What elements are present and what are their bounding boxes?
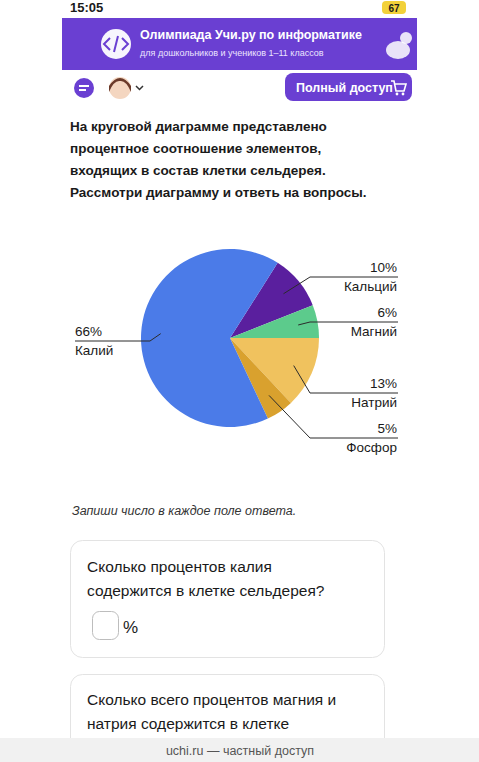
- question-text: натрия содержится в клетке: [87, 715, 289, 732]
- data-label: 13%: [370, 376, 397, 391]
- pie-slice: [141, 249, 278, 427]
- data-label: 66%: [75, 324, 102, 339]
- status-time: 15:05: [70, 0, 103, 15]
- banner[interactable]: [62, 18, 417, 70]
- leader-line: [269, 395, 398, 438]
- category-label: Натрий: [351, 395, 397, 410]
- task-text: На круговой диаграмме представлено: [70, 119, 327, 134]
- question-card: [71, 541, 385, 658]
- battery-level: 67: [388, 3, 400, 14]
- pie: [141, 249, 319, 427]
- avatar-chevron: [136, 86, 143, 90]
- cart-icon: [402, 93, 405, 96]
- category-label: Кальций: [344, 279, 397, 294]
- avatar-hair: [109, 78, 131, 92]
- answer-input[interactable]: [93, 612, 119, 640]
- cart-icon: [396, 93, 399, 96]
- banner-title: Олимпиада Учи.ру по информатике: [140, 28, 362, 42]
- instruction: Запиши число в каждое поле ответа.: [72, 504, 296, 518]
- data-label: 10%: [370, 260, 397, 275]
- question-text: Сколько всего процентов магния и: [87, 691, 336, 708]
- chat-icon[interactable]: [74, 78, 94, 98]
- avatar[interactable]: [109, 77, 131, 99]
- category-label: Магний: [351, 324, 397, 339]
- task-text: процентное соотношение элементов,: [70, 141, 321, 156]
- task-text: входящих в состав клетки сельдерея.: [70, 163, 326, 178]
- banner-subtitle: для дошкольников и учеников 1–11 классов: [140, 48, 324, 58]
- leader-line: [283, 277, 398, 294]
- banner-mascot: [400, 32, 412, 44]
- banner-icon: [101, 29, 131, 59]
- task-text: Рассмотри диаграмму и ответь на вопросы.: [70, 185, 367, 200]
- chat-icon-lines: [79, 86, 89, 90]
- footer-bar: [0, 738, 479, 762]
- answer-unit: %: [123, 618, 138, 637]
- data-label: 5%: [377, 421, 397, 436]
- banner-icon-code: [104, 36, 128, 52]
- battery-icon: [382, 1, 406, 14]
- footer-url: uchi.ru — частный доступ: [166, 744, 314, 758]
- leader-line: [294, 366, 398, 393]
- question-text: Сколько процентов калия: [87, 558, 272, 575]
- button-label: Полный доступ: [296, 81, 393, 95]
- category-label: Фосфор: [346, 440, 397, 455]
- question-text: содержится в клетке сельдерея?: [87, 582, 325, 599]
- cart-icon: [391, 81, 406, 91]
- full-access-button[interactable]: [285, 73, 412, 101]
- category-label: Калий: [75, 343, 113, 358]
- data-label: 6%: [377, 305, 397, 320]
